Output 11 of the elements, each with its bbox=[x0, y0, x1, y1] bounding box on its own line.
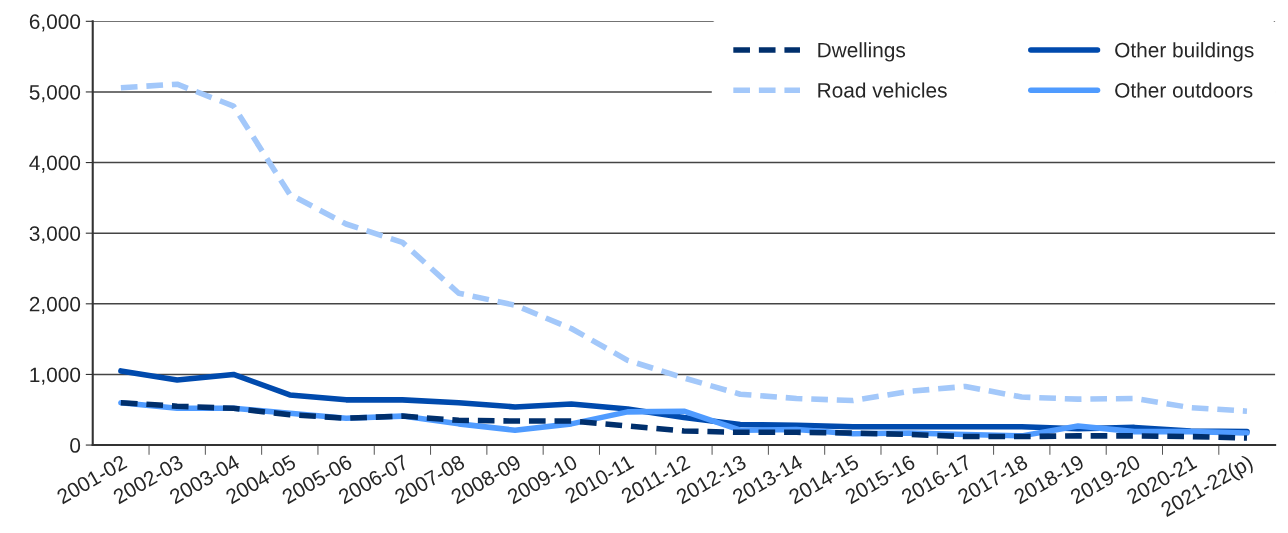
y-tick-label: 4,000 bbox=[29, 155, 81, 173]
y-tick-label: 0 bbox=[70, 438, 81, 453]
y-tick-label: 2,000 bbox=[29, 296, 81, 315]
y-tick-label: 5,000 bbox=[29, 84, 81, 103]
legend-label: Other outdoors bbox=[1115, 82, 1253, 98]
legend-label: Dwellings bbox=[818, 42, 906, 62]
y-tick-label: 3,000 bbox=[29, 226, 81, 244]
y-tick-label: 6,000 bbox=[29, 14, 81, 32]
legend-label: Road vehicles bbox=[818, 82, 947, 98]
y-tick-label: 1,000 bbox=[30, 367, 81, 385]
legend-label: Other buildings bbox=[1115, 42, 1254, 62]
